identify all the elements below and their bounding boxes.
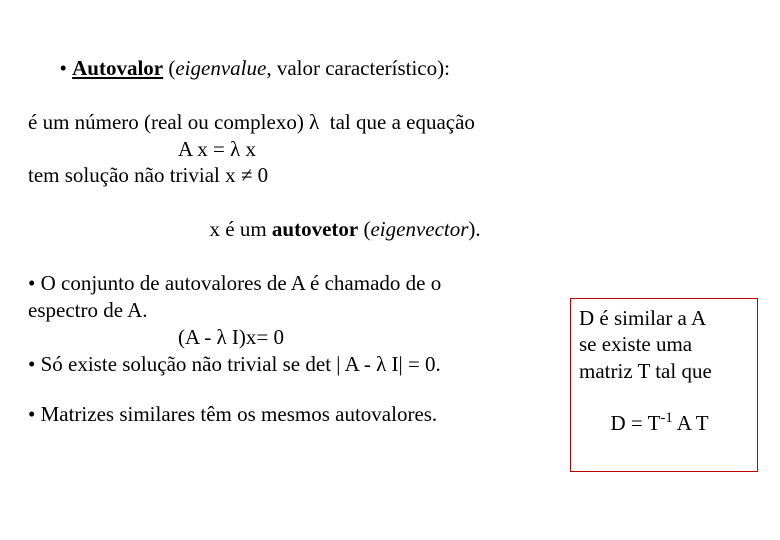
line1-rest: , valor característico): (266, 56, 450, 80)
line-equation-char: (A - λ I)x= 0 (28, 324, 568, 351)
bullet: • (60, 56, 73, 80)
main-text-block: • Autovalor (eigenvalue, valor caracterí… (28, 28, 568, 428)
box-line-2: se existe uma (579, 331, 749, 357)
paren-close-2: ). (468, 217, 480, 241)
box-line-4: D = T-1 A T (579, 384, 749, 463)
similar-matrix-box: D é similar a A se existe uma matriz T t… (570, 298, 758, 472)
line-autovalor-def: • Autovalor (eigenvalue, valor caracterí… (28, 28, 568, 109)
term-autovetor: autovetor (272, 217, 358, 241)
term-autovalor: Autovalor (72, 56, 163, 80)
box-line-3: matriz T tal que (579, 358, 749, 384)
line-autovetor: x é um autovetor (eigenvector). (28, 189, 568, 270)
box-l4-sup: -1 (660, 410, 672, 426)
autovetor-pre: x é um (210, 217, 272, 241)
box-line-1: D é similar a A (579, 305, 749, 331)
spacer (28, 377, 568, 401)
line-spectrum-2: espectro de A. (28, 297, 568, 324)
line-det: • Só existe solução não trivial se det |… (28, 351, 568, 378)
term-eigenvalue: eigenvalue (175, 56, 266, 80)
paren-open: ( (163, 56, 175, 80)
box-l4-pre: D = T (611, 411, 661, 435)
line-definition: é um número (real ou complexo) λ tal que… (28, 109, 568, 136)
line-equation-ax: A x = λ x (28, 136, 568, 163)
slide: • Autovalor (eigenvalue, valor caracterí… (0, 0, 780, 540)
line-nontrivial: tem solução não trivial x ≠ 0 (28, 162, 568, 189)
box-l4-post: A T (673, 411, 709, 435)
paren-open-2: ( (358, 217, 370, 241)
line-spectrum-1: • O conjunto de autovalores de A é chama… (28, 270, 568, 297)
term-eigenvector: eigenvector (370, 217, 468, 241)
line-similar-matrices: • Matrizes similares têm os mesmos autov… (28, 401, 568, 428)
